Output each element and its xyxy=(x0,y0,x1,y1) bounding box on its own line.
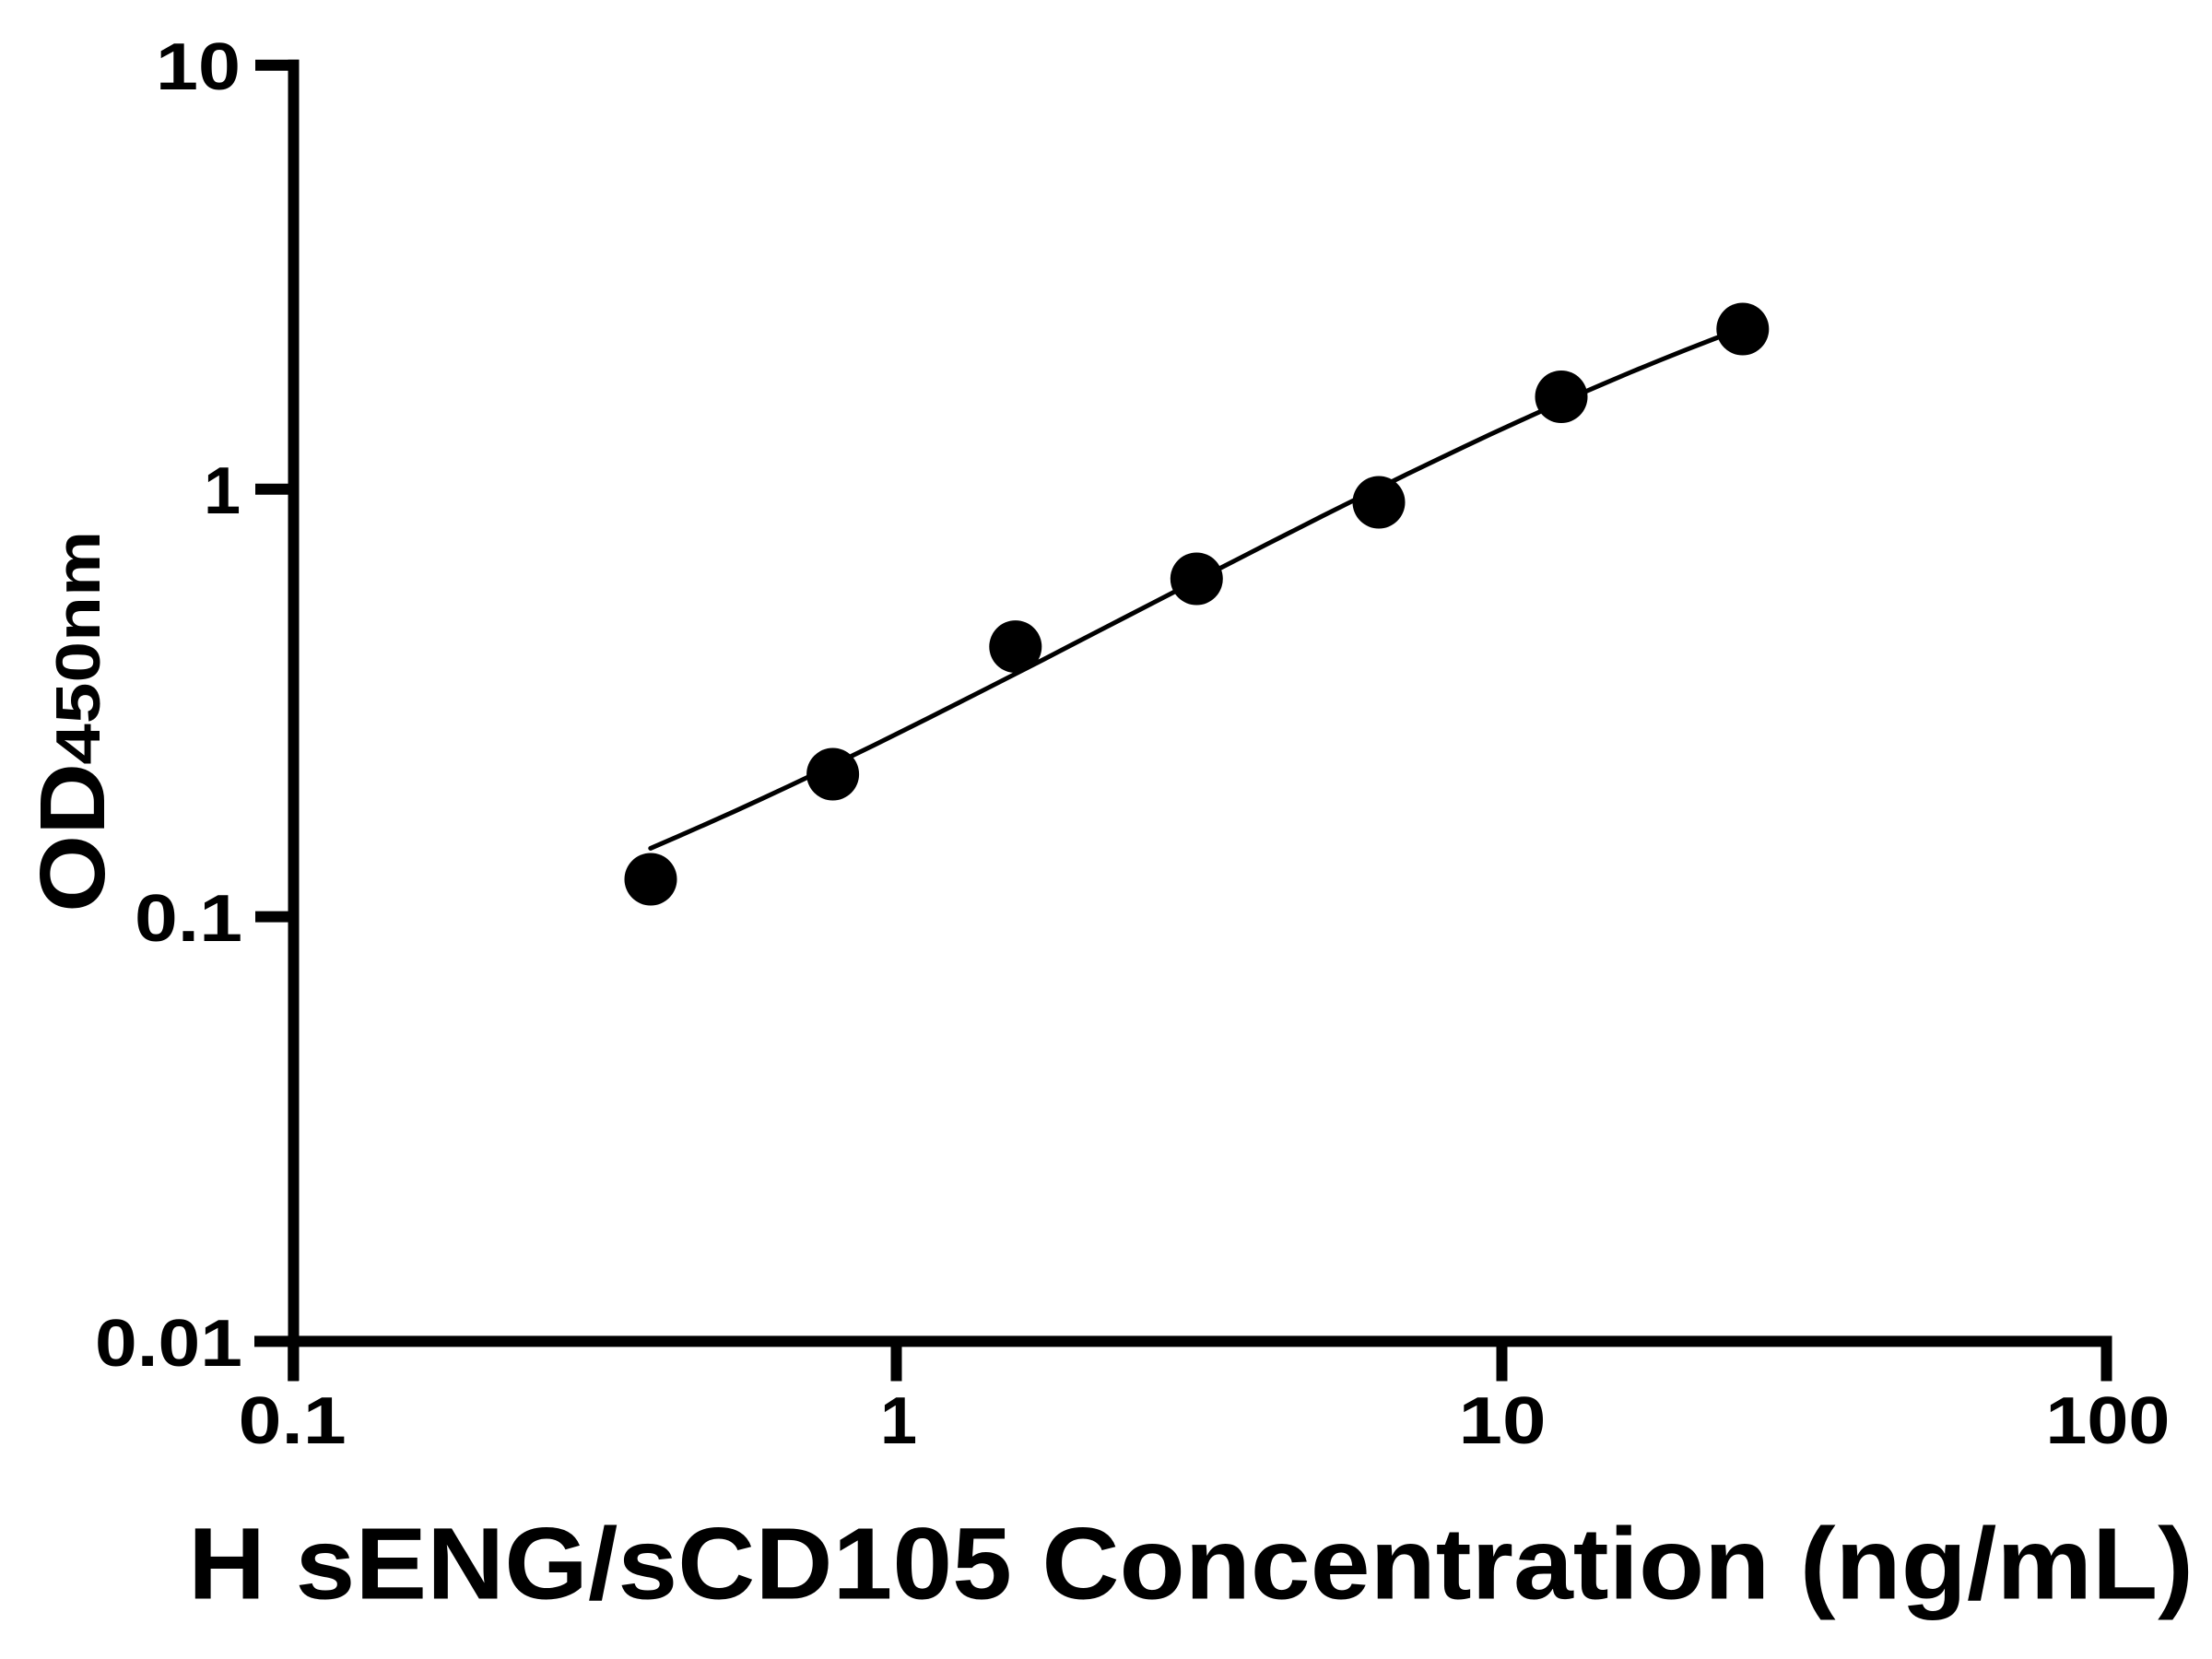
svg-text:0.1: 0.1 xyxy=(135,882,242,956)
svg-text:450nm: 450nm xyxy=(43,531,113,765)
svg-text:1: 1 xyxy=(204,454,241,528)
svg-text:0.1: 0.1 xyxy=(239,1384,347,1458)
svg-text:H sENG/sCD105 Concentration (n: H sENG/sCD105 Concentration (ng/mL) xyxy=(188,1508,2194,1621)
svg-text:10: 10 xyxy=(1459,1384,1547,1458)
svg-text:100: 100 xyxy=(2045,1384,2170,1458)
svg-text:0.01: 0.01 xyxy=(95,1307,242,1381)
svg-text:1: 1 xyxy=(880,1384,917,1458)
svg-text:10: 10 xyxy=(156,30,241,104)
svg-text:OD: OD xyxy=(21,763,124,912)
